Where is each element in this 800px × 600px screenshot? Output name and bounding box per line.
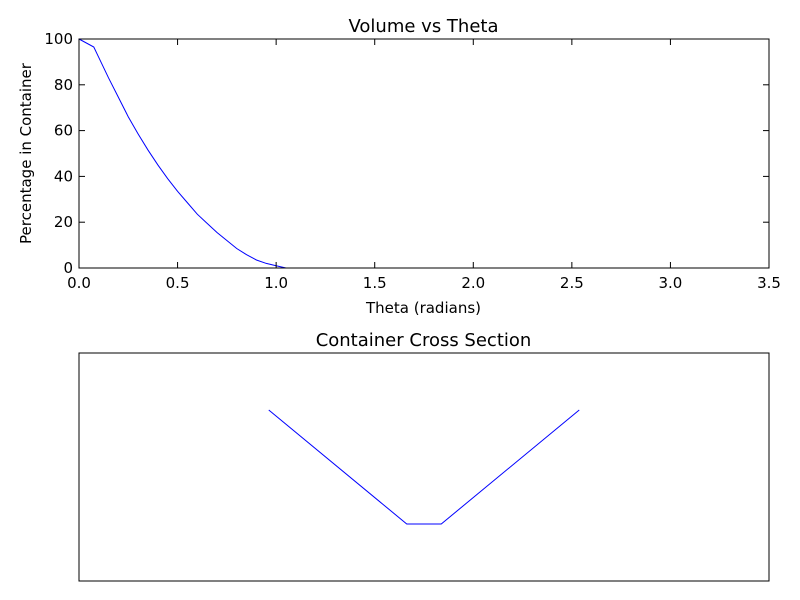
axes-frame: [78, 38, 770, 269]
x-axis-ticks: 0.0 0.5 1.0 1.5 2.0 2.5 3.0 3.5: [67, 39, 781, 292]
x-tick-label: 1.5: [363, 274, 387, 292]
y-tick-label: 20: [54, 213, 73, 231]
x-axis-label: Theta (radians): [365, 299, 481, 317]
plot-area: [268, 409, 580, 525]
y-tick-label: 40: [54, 167, 73, 185]
x-tick-label: 0.0: [67, 274, 91, 292]
axes-frame: [78, 352, 770, 582]
x-tick-label: 2.0: [461, 274, 485, 292]
y-axis-label: Percentage in Container: [17, 62, 35, 244]
x-tick-label: 1.0: [264, 274, 288, 292]
x-tick-label: 3.5: [757, 274, 781, 292]
y-tick-label: 80: [54, 76, 73, 94]
container-profile-line: [268, 409, 580, 525]
volume-chart: Volume vs Theta 0.0 0.5 1.0 1.5 2.0 2.5 3.0 3.5…: [17, 16, 781, 317]
x-tick-label: 2.5: [560, 274, 584, 292]
volume-series-line: [78, 38, 699, 269]
x-tick-label: 0.5: [166, 274, 190, 292]
x-tick-label: 3.0: [658, 274, 682, 292]
y-tick-label: 60: [54, 122, 73, 140]
chart-title: Container Cross Section: [316, 330, 532, 351]
cross-section-chart: Container Cross Section: [78, 330, 770, 582]
y-tick-label: 0: [63, 259, 73, 277]
y-axis-ticks: 0 20 40 60 80 100: [44, 30, 769, 277]
chart-title: Volume vs Theta: [349, 16, 499, 37]
y-tick-label: 100: [44, 30, 73, 48]
plot-area: [78, 38, 699, 269]
